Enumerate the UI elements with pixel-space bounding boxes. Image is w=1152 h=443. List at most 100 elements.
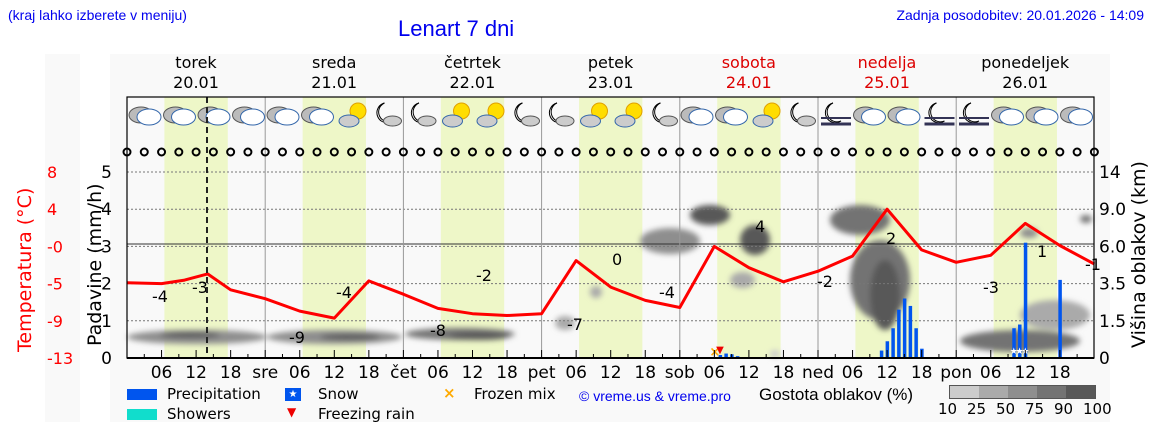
svg-text:06: 06 [151, 363, 173, 383]
day-header-2: četrtek 22.01 [403, 53, 541, 93]
cloud-icon [301, 106, 334, 126]
temp-label: -9 [289, 328, 305, 347]
grid-lines [127, 97, 1094, 358]
cloud-icon [1060, 106, 1093, 126]
svg-text:4: 4 [101, 200, 112, 220]
svg-text:2: 2 [101, 275, 112, 295]
cloud-density-label: Gostota oblakov (%) [759, 385, 914, 404]
svg-text:▼: ▼ [716, 345, 724, 356]
cloud-icon [163, 106, 196, 126]
svg-text:12: 12 [1014, 363, 1036, 383]
page-title: Lenart 7 dni [398, 16, 515, 41]
snow-icon: ★ [285, 388, 301, 401]
cloud-icon [680, 106, 714, 126]
day-header-3: petek 23.01 [542, 53, 680, 93]
density-tick: 75 [1025, 400, 1045, 418]
credit-link[interactable]: © vreme.us & vreme.pro [579, 388, 731, 404]
day-header-5: nedelja 25.01 [818, 53, 956, 93]
day-date: 25.01 [864, 73, 910, 92]
temp-label: -2 [476, 266, 492, 285]
moon-cloud-icon [548, 102, 575, 127]
day-name: četrtek [443, 53, 501, 72]
day-name: ponedeljek [981, 53, 1070, 72]
temp-axis-background [45, 54, 80, 422]
svg-text:-0: -0 [47, 237, 63, 256]
legend-freezing-rain: Freezing rain [318, 405, 415, 423]
svg-text:3: 3 [101, 237, 112, 257]
day-date: 21.01 [311, 73, 358, 92]
svg-text:06: 06 [565, 363, 587, 383]
svg-text:čet: čet [390, 363, 417, 383]
density-tick: 10 [938, 400, 958, 418]
svg-text:1: 1 [101, 312, 112, 332]
temp-label: 0 [612, 250, 622, 269]
svg-text:12: 12 [600, 363, 622, 383]
svg-text:06: 06 [427, 363, 449, 383]
day-name: sreda [312, 53, 357, 72]
precipitation-swatch [127, 389, 157, 400]
legend-snow: Snow [318, 385, 359, 403]
density-tick: 90 [1054, 400, 1074, 418]
svg-text:18: 18 [358, 363, 380, 383]
svg-text:pon: pon [940, 363, 972, 383]
svg-text:-13: -13 [47, 349, 73, 368]
daylight-bands [164, 97, 1057, 358]
day-date: 26.01 [1002, 73, 1049, 92]
day-date: 24.01 [725, 73, 772, 92]
temp-label: -3 [192, 278, 208, 297]
moon-cloud-icon [514, 102, 540, 127]
svg-text:-9: -9 [47, 312, 63, 331]
svg-text:ned: ned [802, 363, 834, 383]
temp-label: -4 [336, 283, 352, 302]
day-header-1: sreda 21.01 [265, 53, 403, 93]
cloud-icon [715, 106, 748, 126]
svg-text:06: 06 [980, 363, 1002, 383]
day-name: petek [587, 53, 634, 72]
svg-text:06: 06 [842, 363, 864, 383]
day-header-0: torek 20.01 [127, 53, 265, 93]
location-hint[interactable]: (kraj lahko izberete v meniju) [8, 7, 187, 23]
moon-cloud-icon [821, 102, 851, 126]
svg-text:18: 18 [1049, 363, 1071, 383]
temp-label: 4 [755, 217, 765, 236]
frozen-mix-icon: × [443, 384, 456, 402]
day-name: sobota [721, 53, 776, 72]
legend-precipitation: Precipitation [167, 385, 261, 403]
svg-text:pet: pet [528, 363, 556, 383]
cloud-icon [128, 106, 162, 126]
cloud-icon [853, 106, 886, 126]
temp-label: -7 [567, 315, 583, 334]
svg-text:12: 12 [323, 363, 345, 383]
precip-axis-label: Padavine (mm/h) [84, 183, 106, 346]
svg-text:12: 12 [462, 363, 484, 383]
wind-marker-row [122, 147, 1099, 157]
moon-cloud-icon [790, 102, 816, 127]
svg-text:18: 18 [773, 363, 795, 383]
weather-icon-strip [128, 102, 1093, 128]
temp-axis-label: Temperatura (°C) [14, 187, 36, 352]
day-date: 22.01 [449, 73, 496, 92]
svg-text:18: 18 [220, 363, 242, 383]
moon-cloud-icon [924, 102, 955, 126]
day-date: 23.01 [587, 73, 634, 92]
svg-text:18: 18 [496, 363, 518, 383]
svg-text:8: 8 [47, 163, 57, 182]
cloud-density-ticks: 10 25 50 75 90 100 [938, 400, 1112, 418]
temp-label: 1 [1037, 242, 1047, 261]
temp-label: -8 [430, 321, 446, 340]
temp-label: -4 [152, 287, 168, 306]
legend-frozen-mix: Frozen mix [474, 385, 556, 403]
svg-text:sob: sob [665, 363, 695, 383]
temp-label: -3 [983, 278, 999, 297]
moon-cloud-icon [410, 102, 437, 127]
last-update: Zadnja posodobitev: 20.01.2026 - 14:09 [896, 7, 1144, 23]
temperature-labels: -4 -3 -9 -4 -8 -2 -7 0 -4 4 -2 2 -3 1 -1 [152, 217, 1101, 347]
svg-text:5: 5 [101, 163, 112, 183]
svg-text:9.0: 9.0 [1099, 200, 1126, 220]
svg-text:06: 06 [704, 363, 726, 383]
cloud-icon [266, 106, 300, 126]
svg-text:12: 12 [185, 363, 207, 383]
cloud-icon [232, 106, 265, 126]
